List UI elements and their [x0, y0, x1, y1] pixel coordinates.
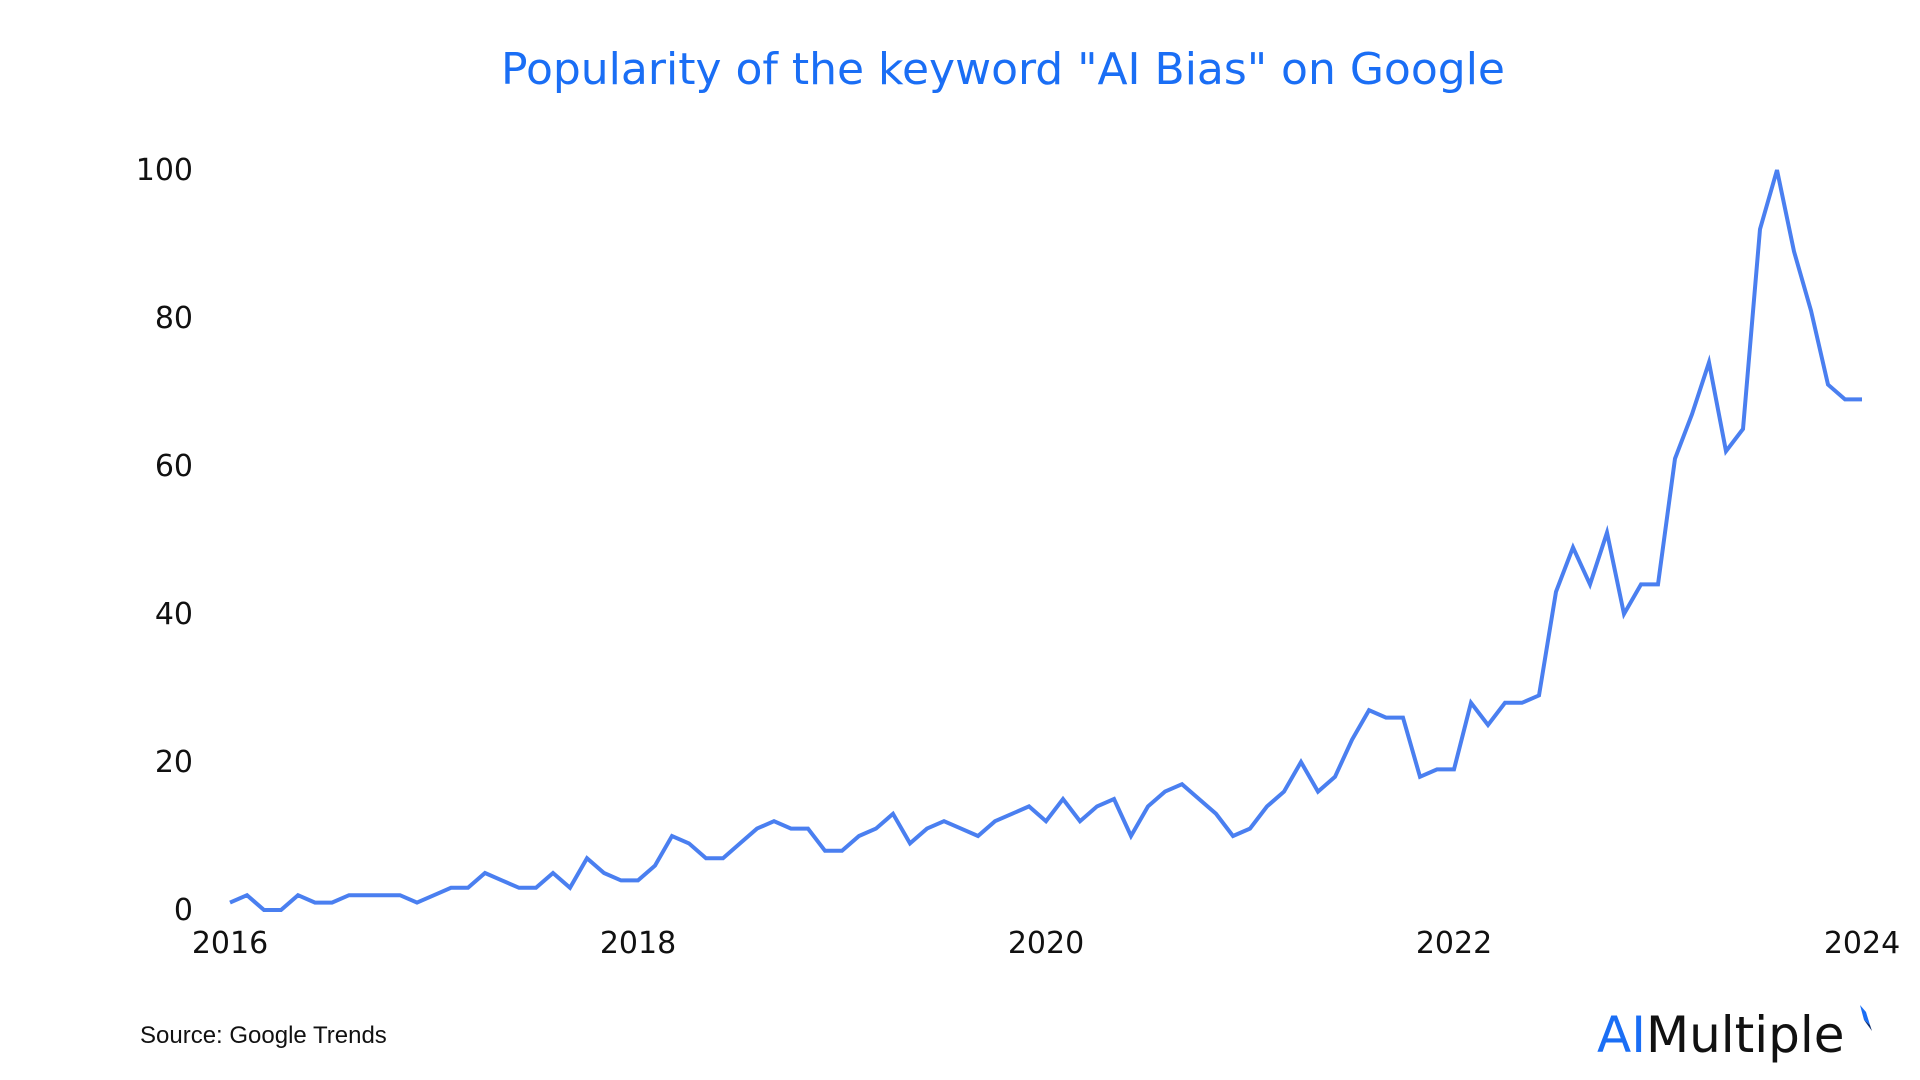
source-note: Source: Google Trends [140, 1022, 387, 1049]
x-tick-label: 2016 [192, 926, 268, 961]
x-tick-label: 2024 [1824, 926, 1900, 961]
y-tick-label: 20 [155, 745, 193, 780]
brand-logo-ai: AI [1597, 1006, 1646, 1064]
y-tick-label: 40 [155, 597, 193, 632]
y-tick-label: 60 [155, 449, 193, 484]
x-tick-label: 2020 [1008, 926, 1084, 961]
chart-title: Popularity of the keyword "AI Bias" on G… [500, 44, 1505, 95]
x-tick-label: 2022 [1416, 926, 1492, 961]
brand-logo: AIMultiple [1597, 1005, 1845, 1065]
y-axis-ticks: 0 20 40 60 80 100 [136, 153, 193, 928]
series-layer [229, 169, 1862, 912]
y-tick-label: 100 [136, 153, 193, 188]
series-line-0 [229, 169, 1862, 912]
y-tick-label: 0 [174, 893, 193, 928]
x-tick-label: 2018 [600, 926, 676, 961]
brand-logo-rest: Multiple [1645, 1006, 1845, 1064]
y-tick-label: 80 [155, 301, 193, 336]
x-axis-ticks: 2016 2018 2020 2022 2024 [192, 926, 1900, 961]
logo-accent-icon [1860, 1005, 1872, 1031]
